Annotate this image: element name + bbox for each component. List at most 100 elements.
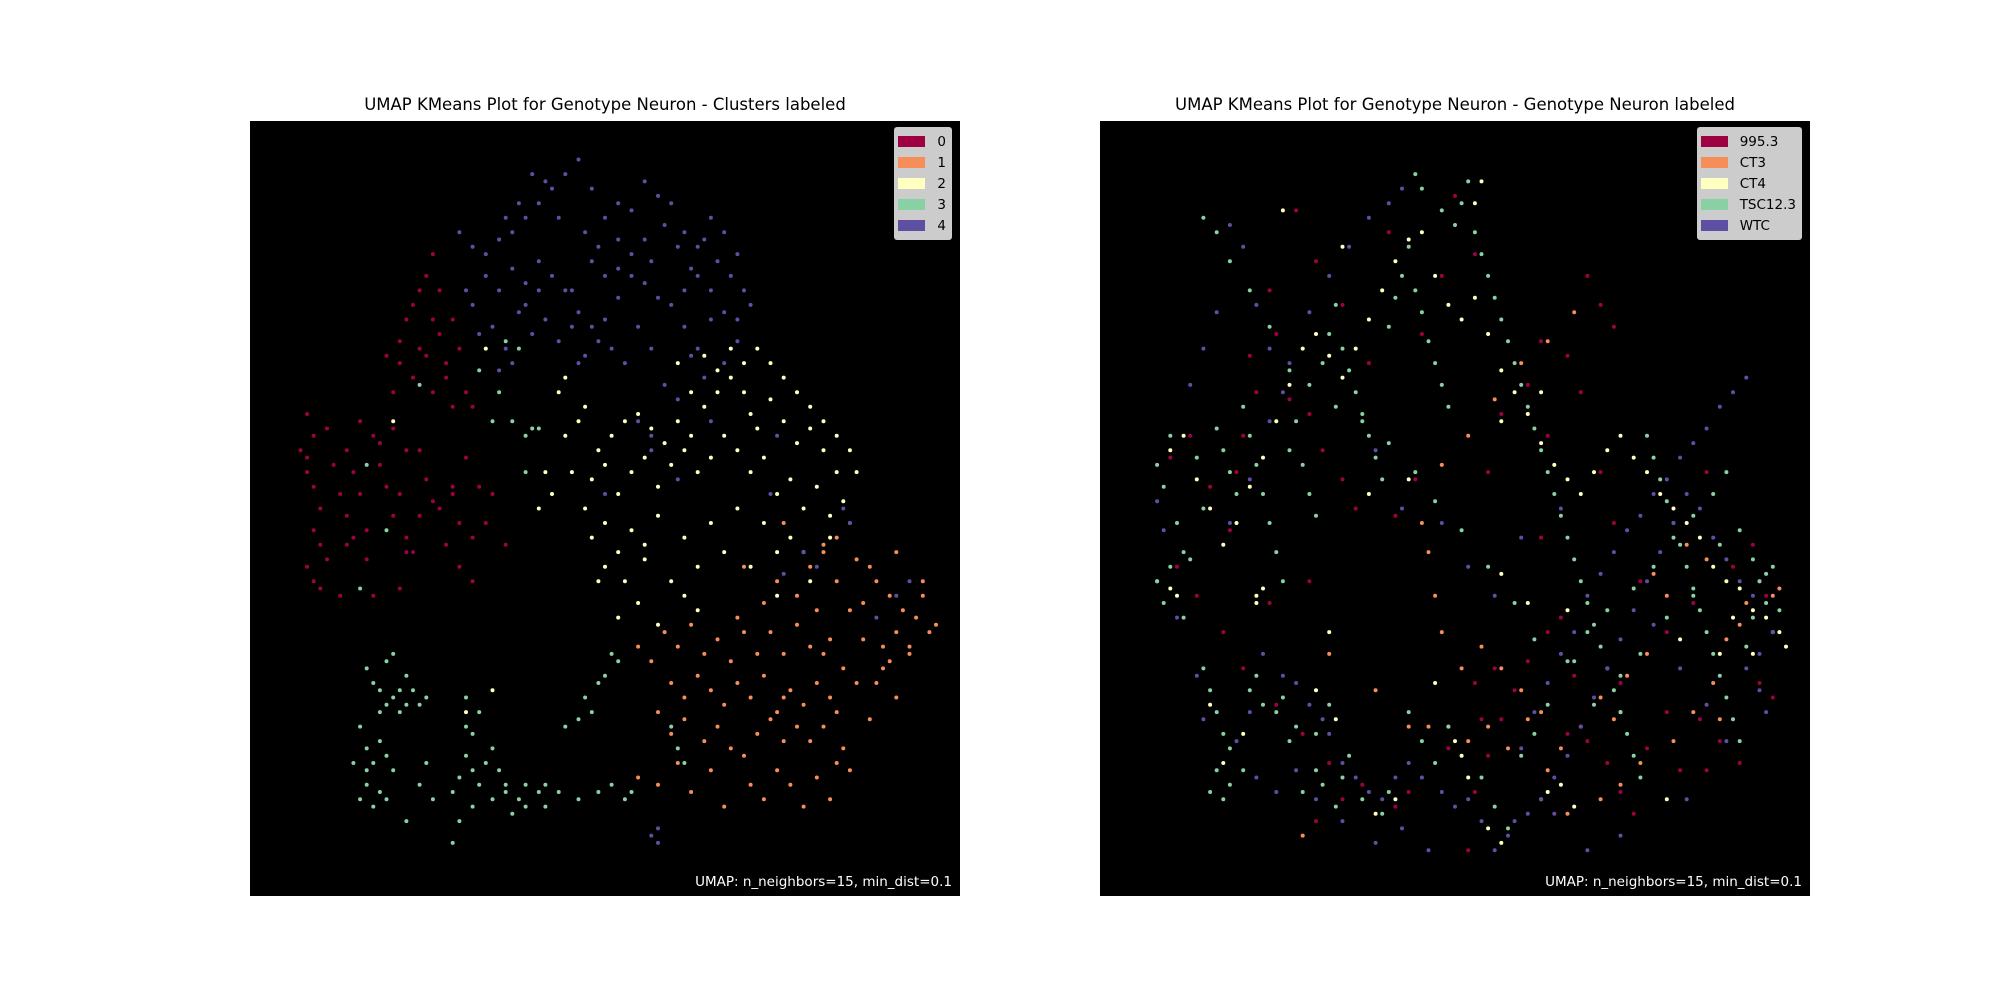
data-point (636, 775, 641, 780)
data-point (1393, 259, 1398, 264)
data-point (1512, 601, 1517, 605)
data-point (1419, 775, 1424, 780)
data-point (371, 804, 376, 809)
data-point (1161, 528, 1166, 533)
data-point (682, 717, 687, 722)
data-point (1247, 433, 1252, 438)
data-point (1307, 579, 1312, 584)
data-point (1704, 557, 1709, 562)
data-point (1618, 433, 1623, 438)
data-point (1366, 790, 1371, 794)
data-point (689, 790, 694, 794)
data-point (536, 288, 541, 293)
data-point (1486, 273, 1491, 278)
data-point (808, 404, 813, 409)
data-point (1366, 215, 1371, 220)
data-point (775, 579, 780, 584)
data-point (1691, 586, 1696, 591)
data-point (808, 564, 813, 569)
data-point (748, 470, 753, 475)
data-point (1433, 273, 1438, 278)
data-point (867, 717, 872, 722)
data-point (1664, 593, 1669, 598)
data-point (1645, 651, 1649, 656)
data-point (1433, 361, 1438, 366)
data-point (358, 797, 363, 802)
legend-label: TSC12.3 (1739, 196, 1796, 213)
data-point (1671, 535, 1676, 540)
data-point (742, 564, 746, 569)
data-point (828, 535, 833, 540)
data-point (457, 819, 462, 824)
scatter-plot (1155, 172, 1788, 853)
data-point (536, 506, 541, 511)
data-point (530, 332, 535, 336)
data-point (702, 375, 707, 380)
data-point (1486, 564, 1491, 569)
data-point (1585, 630, 1590, 635)
data-point (450, 840, 455, 845)
data-point (1168, 433, 1173, 438)
data-point (642, 557, 647, 562)
data-point (1558, 615, 1563, 620)
data-point (490, 492, 495, 496)
data-point (563, 375, 568, 380)
data-point (1631, 586, 1636, 591)
data-point (742, 361, 746, 366)
data-point (1592, 702, 1596, 707)
data-point (1333, 717, 1338, 722)
data-point (1314, 768, 1318, 773)
data-point (841, 499, 846, 504)
data-point (1294, 208, 1299, 213)
data-point (1631, 455, 1636, 460)
data-point (1280, 579, 1285, 584)
data-point (497, 368, 502, 373)
data-point (1300, 790, 1305, 794)
data-point (1539, 448, 1544, 453)
data-point (735, 317, 740, 322)
data-point (1327, 332, 1332, 336)
data-point (689, 266, 694, 271)
data-point (1578, 579, 1583, 584)
data-point (1406, 790, 1411, 794)
data-point (742, 288, 746, 293)
data-point (649, 259, 654, 264)
data-point (1201, 215, 1206, 220)
data-point (464, 288, 468, 293)
data-point (1506, 833, 1510, 838)
data-point (1578, 492, 1583, 496)
data-point (1757, 579, 1762, 584)
data-point (364, 462, 369, 467)
data-point (1592, 470, 1596, 475)
data-point (1466, 775, 1471, 780)
data-point (1737, 579, 1742, 584)
legend-item: 1 (898, 152, 946, 173)
data-point (1486, 753, 1491, 758)
data-point (1684, 564, 1689, 569)
data-point (1711, 564, 1716, 569)
data-point (1472, 790, 1477, 794)
data-point (1294, 768, 1299, 773)
data-point (1737, 761, 1742, 765)
data-point (1625, 731, 1630, 736)
data-point (391, 768, 396, 773)
data-point (1274, 550, 1279, 555)
data-point (1539, 339, 1544, 344)
data-point (1638, 761, 1643, 765)
data-point (755, 651, 760, 656)
data-point (503, 542, 508, 547)
data-point (795, 390, 799, 395)
data-point (1221, 731, 1226, 736)
data-point (576, 717, 581, 722)
data-point (1366, 433, 1371, 438)
data-point (411, 688, 415, 693)
data-point (1625, 673, 1630, 678)
data-point (1234, 739, 1239, 744)
data-point (364, 782, 369, 787)
data-point (1598, 695, 1603, 700)
data-point (1658, 492, 1663, 496)
data-point (1539, 535, 1544, 540)
data-point (1439, 790, 1444, 794)
data-point (397, 361, 402, 366)
data-point (735, 506, 740, 511)
